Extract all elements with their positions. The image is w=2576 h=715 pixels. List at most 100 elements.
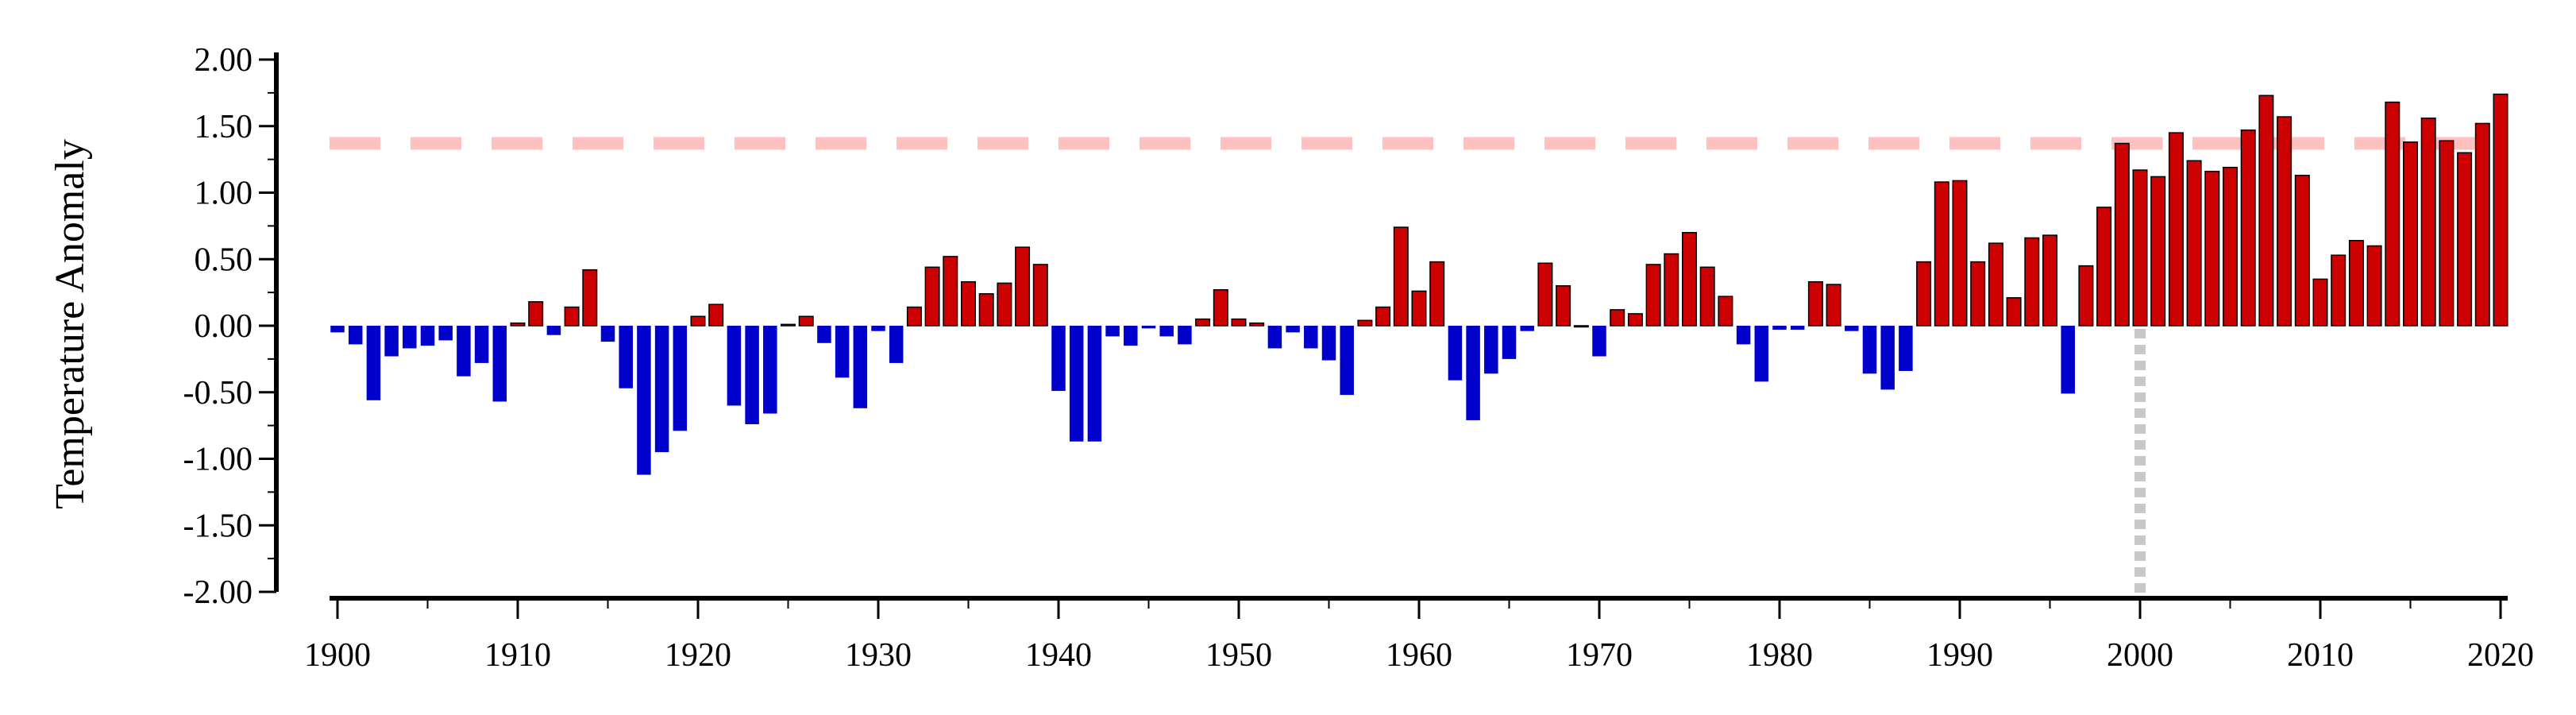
bar-1901: [348, 326, 363, 345]
bar-1979: [1754, 326, 1769, 382]
bar-1948: [1195, 318, 1211, 327]
bar-2011: [2331, 254, 2347, 327]
bar-1907: [457, 326, 471, 377]
bar-1923: [745, 326, 759, 424]
bar-1918: [654, 326, 669, 453]
y-tick-label: 0.00: [195, 308, 253, 345]
bar-1920: [690, 315, 706, 327]
bar-2018: [2457, 152, 2473, 327]
bar-1976: [1699, 266, 1715, 327]
bar-1983: [1826, 284, 1841, 327]
x-tick-label: 2020: [2467, 637, 2534, 674]
bar-1934: [943, 256, 958, 327]
bar-2002: [2168, 132, 2184, 327]
bar-2020: [2493, 93, 2509, 327]
bar-1906: [438, 326, 453, 341]
bar-1930: [871, 326, 885, 331]
bar-1986: [1880, 326, 1895, 390]
y-tick-label: -1.50: [183, 508, 253, 544]
bar-1961: [1429, 261, 1445, 327]
bar-1952: [1267, 326, 1282, 349]
bar-1994: [2024, 237, 2040, 327]
bar-1967: [1537, 262, 1553, 327]
bar-1914: [582, 269, 598, 327]
bar-1954: [1304, 326, 1318, 349]
x-tick-label: 1980: [1746, 637, 1813, 674]
bar-1916: [619, 326, 633, 388]
bar-1955: [1321, 326, 1336, 361]
bar-2007: [2258, 95, 2274, 327]
bar-1935: [961, 280, 976, 327]
bars-layer: [330, 93, 2509, 475]
bar-1936: [978, 293, 994, 327]
bar-1982: [1807, 280, 1823, 327]
bar-1933: [924, 266, 940, 327]
bar-1989: [1934, 181, 1949, 327]
bar-1945: [1141, 326, 1156, 329]
bar-1939: [1032, 264, 1048, 327]
bar-2005: [2223, 166, 2238, 327]
bar-1988: [1916, 261, 1932, 327]
bar-2015: [2403, 141, 2418, 327]
bar-2004: [2204, 170, 2220, 327]
bar-2001: [2150, 176, 2166, 327]
bar-1975: [1682, 232, 1697, 327]
bar-1911: [528, 301, 544, 327]
y-tick-label: 1.50: [195, 109, 253, 145]
bar-1919: [673, 326, 688, 431]
x-tick-label: 1920: [665, 637, 731, 674]
bar-1953: [1286, 326, 1300, 333]
bar-1973: [1645, 264, 1661, 327]
bar-1999: [2114, 142, 2130, 327]
bar-1908: [474, 326, 489, 363]
bar-1963: [1466, 326, 1480, 420]
bar-2010: [2312, 278, 2328, 327]
bar-1910: [510, 322, 526, 327]
bar-2019: [2474, 122, 2490, 327]
bar-1913: [564, 306, 580, 327]
bar-1927: [817, 326, 831, 343]
bar-1941: [1069, 326, 1084, 442]
y-tick-label: -2.00: [183, 574, 253, 611]
x-tick-label: 1930: [845, 637, 912, 674]
x-tick-label: 1970: [1566, 637, 1633, 674]
bar-1938: [1015, 246, 1031, 327]
bar-1978: [1736, 326, 1751, 345]
bar-1912: [546, 326, 561, 335]
bar-1902: [366, 326, 381, 400]
bar-1995: [2042, 234, 2057, 327]
bar-1904: [403, 326, 417, 349]
x-tick-label: 2000: [2107, 637, 2173, 674]
bar-1917: [637, 326, 651, 475]
bar-1971: [1610, 309, 1625, 327]
bar-1909: [492, 326, 507, 402]
bar-1970: [1592, 326, 1606, 357]
bar-2016: [2420, 117, 2436, 327]
bar-2000: [2132, 169, 2148, 327]
bar-2013: [2366, 245, 2382, 327]
bar-1944: [1124, 326, 1138, 346]
bar-1924: [763, 326, 777, 414]
y-tick-label: 0.50: [195, 242, 253, 278]
bar-1987: [1899, 326, 1913, 371]
x-tick-label: 1900: [304, 637, 371, 674]
bar-1922: [727, 326, 742, 406]
y-axis-title: Temperature Anomaly: [48, 139, 93, 509]
bar-1915: [600, 326, 615, 342]
bar-1962: [1448, 326, 1463, 381]
bar-1932: [906, 306, 922, 327]
bar-1942: [1087, 326, 1102, 442]
bar-1956: [1340, 326, 1354, 396]
bar-2012: [2348, 240, 2364, 327]
bar-1990: [1952, 180, 1968, 327]
x-tick-label: 1960: [1386, 637, 1452, 674]
bar-1943: [1105, 326, 1120, 337]
bar-1966: [1520, 326, 1534, 331]
y-tick-label: 1.00: [195, 176, 253, 212]
bar-1905: [420, 326, 435, 346]
bar-1949: [1213, 289, 1228, 327]
bar-1974: [1664, 253, 1679, 327]
bar-1958: [1375, 306, 1391, 327]
bar-1969: [1573, 325, 1589, 328]
